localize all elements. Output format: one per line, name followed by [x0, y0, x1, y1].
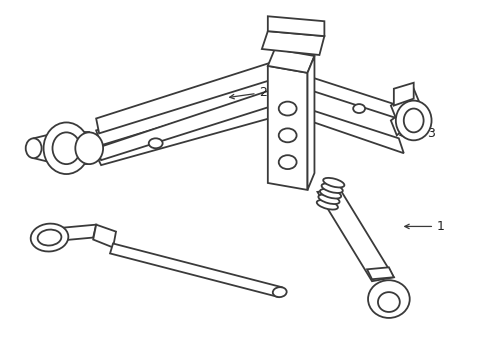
Ellipse shape: [353, 104, 365, 113]
Ellipse shape: [75, 132, 103, 164]
Polygon shape: [391, 89, 418, 121]
Polygon shape: [268, 16, 324, 36]
Polygon shape: [96, 100, 280, 165]
Ellipse shape: [320, 189, 341, 198]
Polygon shape: [391, 104, 418, 135]
Polygon shape: [66, 132, 89, 164]
Ellipse shape: [31, 224, 68, 252]
Polygon shape: [268, 66, 308, 190]
Polygon shape: [60, 225, 96, 240]
Polygon shape: [262, 31, 324, 55]
Polygon shape: [367, 267, 394, 279]
Polygon shape: [308, 56, 315, 190]
Polygon shape: [96, 63, 275, 133]
Polygon shape: [93, 225, 116, 247]
Ellipse shape: [279, 129, 296, 142]
Ellipse shape: [25, 138, 42, 158]
Ellipse shape: [396, 100, 432, 140]
Ellipse shape: [38, 230, 61, 246]
Ellipse shape: [279, 155, 296, 169]
Ellipse shape: [404, 109, 424, 132]
Ellipse shape: [317, 200, 338, 210]
Text: 3: 3: [400, 127, 435, 140]
Polygon shape: [96, 89, 280, 160]
Ellipse shape: [273, 287, 287, 297]
Polygon shape: [297, 73, 404, 121]
Ellipse shape: [321, 184, 343, 193]
Text: 2: 2: [230, 86, 268, 99]
Ellipse shape: [149, 138, 163, 148]
Polygon shape: [297, 105, 404, 153]
Ellipse shape: [378, 292, 400, 312]
Polygon shape: [318, 188, 394, 281]
Polygon shape: [96, 76, 280, 145]
Ellipse shape: [318, 194, 340, 204]
Text: 1: 1: [405, 220, 445, 233]
Ellipse shape: [279, 102, 296, 116]
Polygon shape: [268, 49, 315, 73]
Ellipse shape: [52, 132, 80, 164]
Ellipse shape: [44, 122, 89, 174]
Polygon shape: [394, 83, 414, 105]
Ellipse shape: [323, 178, 344, 188]
Polygon shape: [110, 243, 282, 297]
Ellipse shape: [368, 280, 410, 318]
Polygon shape: [34, 130, 66, 166]
